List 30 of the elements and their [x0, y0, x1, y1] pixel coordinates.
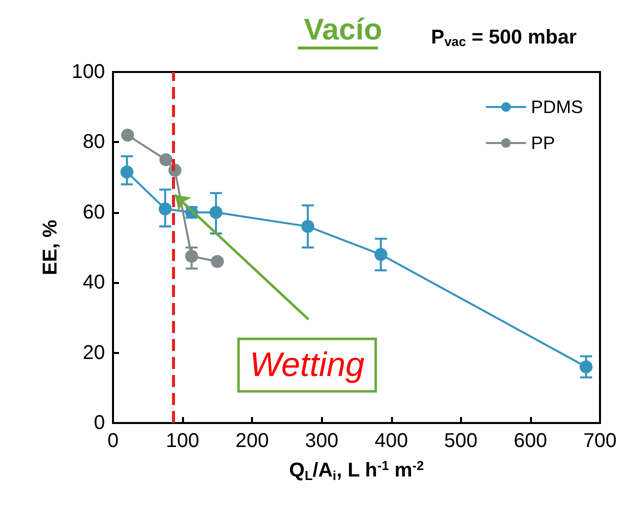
x-tick-label: 500 [444, 430, 478, 452]
legend-label: PP [530, 133, 556, 153]
point [120, 166, 134, 179]
legend-label: PDMS [530, 97, 584, 117]
x-tick-label: 0 [107, 430, 119, 452]
point [159, 153, 172, 166]
y-tick-label: 80 [82, 131, 105, 154]
point [374, 248, 388, 262]
x-tick-label: 300 [305, 430, 338, 452]
y-tick-label: 40 [82, 272, 105, 294]
point [158, 202, 172, 216]
y-tick-label: 0 [94, 412, 105, 434]
y-tick-label: 60 [82, 201, 105, 224]
point [121, 128, 134, 142]
x-tick-label: 400 [374, 430, 408, 452]
chart-subtitle: Pvac = 500 mbar [431, 26, 577, 49]
x-tick-label: 200 [235, 430, 269, 452]
x-tick-label: 700 [583, 430, 617, 452]
point [209, 206, 222, 219]
chart-title: Vacío [304, 14, 382, 46]
y-tick-label: 20 [82, 342, 105, 364]
y-axis-title: EE, % [40, 219, 62, 276]
point [210, 255, 224, 268]
point [301, 220, 314, 233]
x-tick-label: 100 [166, 430, 200, 452]
y-tick-label: 100 [72, 61, 105, 83]
x-tick-label: 600 [514, 430, 548, 452]
point [185, 250, 198, 263]
point [580, 360, 593, 374]
annotation: Wetting [250, 346, 365, 384]
